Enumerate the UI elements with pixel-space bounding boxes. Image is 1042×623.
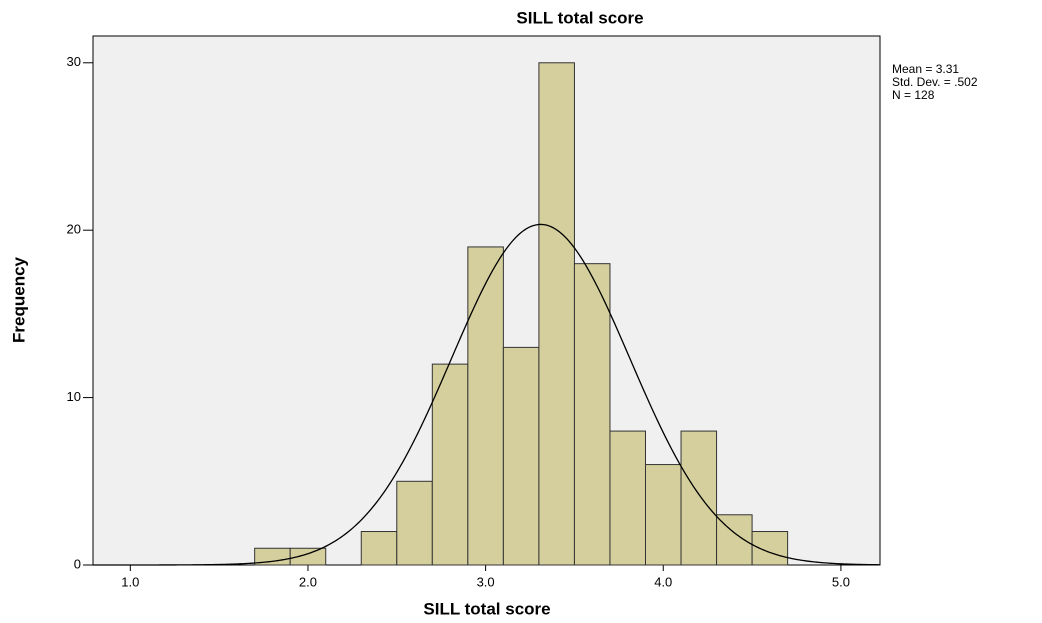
bar [644,464,682,566]
bar [680,430,718,566]
bar [467,246,504,566]
x-axis-label: SILL total score [423,599,550,618]
normal-curve [93,223,881,566]
y-tick-label: 10 [67,389,81,404]
bar [751,531,789,566]
chart-title: SILL total score [516,8,643,27]
y-tick-label: 20 [67,222,81,237]
y-axis-label: Frequency [9,256,28,343]
annotation: N = 128 [892,88,935,102]
y-tick-label: 0 [74,556,81,571]
bar [360,531,398,566]
x-tick-label: 2.0 [299,574,317,589]
bar [538,62,575,566]
x-tick-label: 3.0 [477,574,495,589]
bar [431,363,469,566]
bar [502,346,540,566]
annotation: Mean = 3.31 [892,62,959,76]
bar [289,547,327,566]
bar [396,480,433,566]
bar [609,430,646,566]
annotation: Std. Dev. = .502 [892,75,978,89]
y-tick-label: 30 [67,54,81,69]
x-tick-label: 5.0 [832,574,850,589]
x-tick-label: 1.0 [121,574,139,589]
bar [573,263,611,566]
x-tick-label: 4.0 [654,574,672,589]
